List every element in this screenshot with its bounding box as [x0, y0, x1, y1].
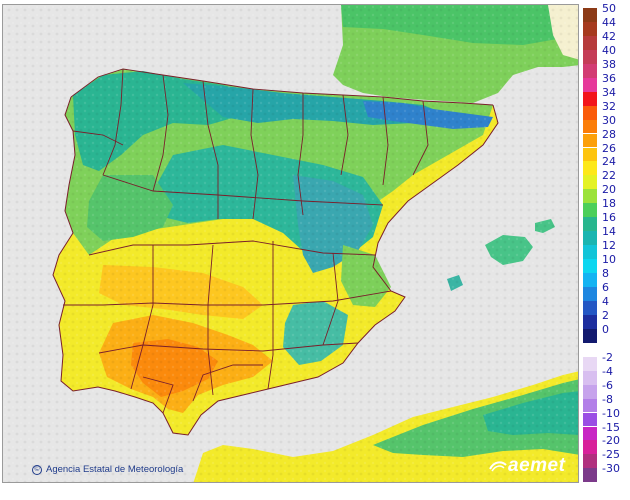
temperature-map	[2, 4, 579, 483]
legend-swatch	[583, 21, 597, 36]
agency-credit: Agencia Estatal de Meteorología	[46, 464, 184, 475]
field-texture	[3, 5, 578, 482]
legend-swatch	[583, 91, 597, 106]
legend-swatch	[583, 8, 597, 22]
legend-label: 30	[602, 113, 616, 127]
legend-label: 42	[602, 29, 616, 43]
province-borders	[63, 68, 494, 414]
legend-swatch	[583, 259, 597, 273]
legend-label: -6	[602, 378, 613, 392]
legend-swatch	[583, 356, 597, 371]
legend-label: 6	[602, 281, 609, 294]
legend-label: -8	[602, 392, 613, 406]
iberia-coastline	[52, 96, 499, 436]
legend-label: 38	[602, 57, 616, 71]
legend-swatch	[583, 231, 597, 246]
legend-swatch	[583, 49, 597, 64]
legend-label: -2	[602, 350, 613, 364]
legend-label: 32	[602, 99, 616, 113]
legend-label: 8	[602, 267, 609, 281]
legend-label: 22	[602, 169, 616, 183]
map-canvas	[3, 5, 578, 482]
legend-swatch	[583, 342, 597, 357]
aemet-logo-text: aemet	[508, 455, 566, 476]
legend-label: 50	[602, 2, 616, 15]
legend-label: 18	[602, 197, 616, 211]
legend-swatch	[583, 426, 597, 441]
legend-label: 12	[602, 239, 616, 253]
legend-swatch	[583, 384, 597, 399]
legend-label: 2	[602, 308, 609, 322]
legend-label: 10	[602, 253, 616, 267]
legend-swatch	[583, 328, 597, 343]
legend-swatch	[583, 454, 597, 469]
legend-label: -20	[602, 434, 620, 448]
legend-swatch	[583, 398, 597, 413]
legend-label: 24	[602, 155, 616, 169]
legend-swatch	[583, 300, 597, 315]
legend-swatch	[583, 63, 597, 78]
legend-swatch	[583, 314, 597, 329]
legend-label: 16	[602, 211, 616, 225]
legend-label: -15	[602, 420, 620, 434]
legend-swatch	[583, 287, 597, 301]
legend-swatch	[583, 161, 597, 176]
legend-swatch	[583, 412, 597, 427]
legend-swatch	[583, 119, 597, 134]
legend-label: 26	[602, 141, 616, 155]
legend-label: 4	[602, 294, 609, 308]
legend-label: 20	[602, 183, 616, 197]
legend-label: -10	[602, 406, 620, 420]
legend-swatch	[583, 189, 597, 204]
legend-label: 0	[602, 322, 609, 336]
legend-label: 36	[602, 71, 616, 85]
legend-swatch	[583, 440, 597, 455]
legend-swatch	[583, 468, 597, 483]
legend-swatch	[583, 105, 597, 120]
legend-label: -30	[602, 462, 620, 476]
legend-swatch	[583, 175, 597, 190]
copyright-icon: ©	[32, 465, 42, 475]
legend-swatch	[583, 147, 597, 162]
legend-label: -25	[602, 448, 620, 462]
legend-label: 34	[602, 85, 616, 99]
legend-swatch	[583, 245, 597, 260]
legend-swatch	[583, 35, 597, 50]
legend-swatch	[583, 370, 597, 385]
legend-label: 40	[602, 43, 616, 57]
legend-swatch	[583, 273, 597, 287]
legend-label: 28	[602, 127, 616, 141]
temperature-legend: 50 44 42 40 38 36 34 32 30 28 26 24 22 20 18 16 14 12 10 8 6…	[583, 2, 630, 498]
legend-label: 14	[602, 225, 616, 239]
aemet-logo-icon	[489, 461, 507, 472]
legend-swatch	[583, 203, 597, 218]
legend-swatch	[583, 217, 597, 232]
legend-swatch	[583, 133, 597, 148]
legend-swatch	[583, 77, 597, 92]
legend-label: 44	[602, 15, 616, 29]
legend-label: -4	[602, 364, 613, 378]
